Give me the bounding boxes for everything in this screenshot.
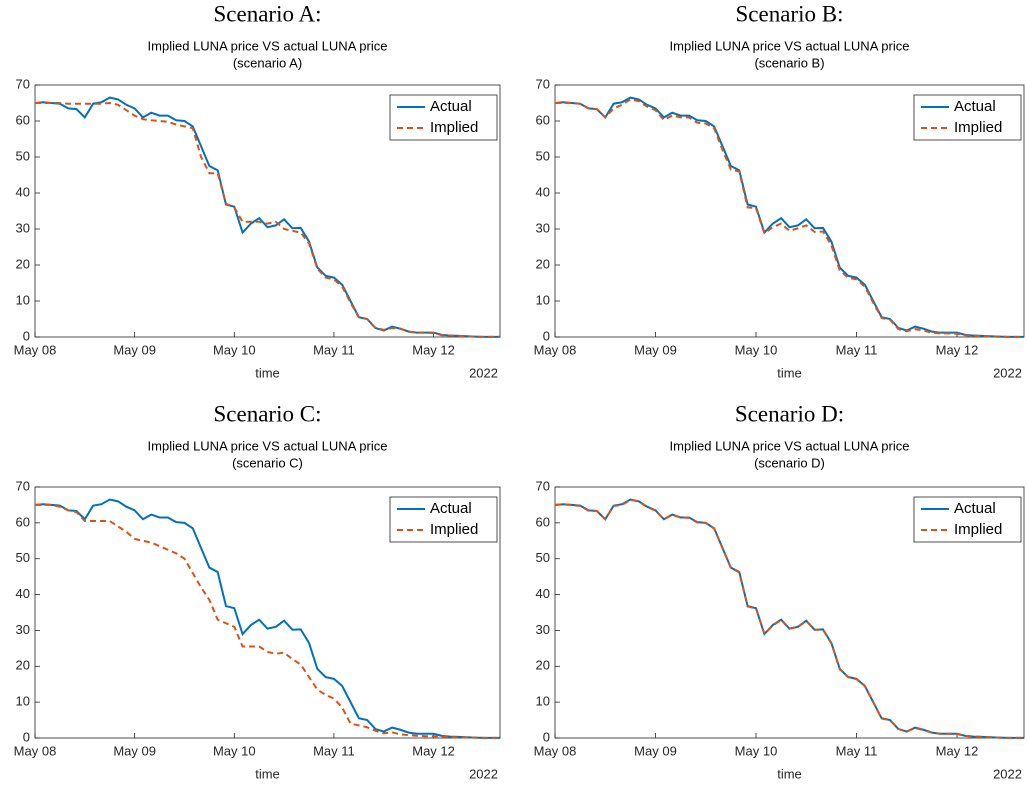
y-tick-label: 70 [536, 76, 550, 91]
y-tick-label: 40 [536, 586, 550, 601]
x-tick-label: May 12 [936, 743, 979, 758]
y-tick-label: 30 [16, 220, 30, 235]
legend-box [389, 94, 498, 141]
legend-label: Actual [430, 98, 472, 115]
x-axis-label: time [777, 365, 802, 380]
legend-box [913, 94, 1022, 141]
x-tick-label: May 08 [14, 743, 57, 758]
y-tick-label: 70 [16, 76, 30, 91]
y-tick-label: 40 [16, 184, 30, 199]
y-tick-label: 0 [23, 328, 30, 343]
x-tick-label: May 11 [313, 743, 355, 758]
legend-box [913, 496, 1022, 543]
legend-label: Implied [430, 521, 478, 538]
x-tick-label: May 12 [412, 342, 455, 357]
x-tick-label: May 08 [534, 743, 577, 758]
x-tick-label: May 10 [213, 342, 256, 357]
x-axis-label: time [777, 766, 802, 781]
x-tick-label: May 12 [936, 342, 979, 357]
x-tick-label: May 11 [836, 342, 878, 357]
x-year-label: 2022 [469, 766, 498, 781]
chart-title: Implied LUNA price VS actual LUNA price [670, 438, 910, 453]
y-tick-label: 60 [16, 514, 30, 529]
x-tick-label: May 09 [113, 342, 156, 357]
y-tick-label: 50 [16, 148, 30, 163]
legend-label: Actual [430, 500, 472, 517]
super-title: Scenario A: [214, 1, 322, 26]
subplot: Scenario B: Implied LUNA price VS actual … [534, 1, 1025, 380]
x-tick-label: May 10 [735, 743, 778, 758]
y-tick-label: 10 [536, 694, 550, 709]
y-tick-label: 60 [536, 112, 550, 127]
y-tick-label: 20 [16, 658, 30, 673]
y-tick-label: 50 [536, 148, 550, 163]
x-tick-label: May 09 [634, 342, 677, 357]
y-tick-label: 20 [16, 256, 30, 271]
x-axis-label: time [255, 365, 280, 380]
y-tick-label: 0 [543, 328, 550, 343]
y-tick-label: 50 [16, 550, 30, 565]
x-tick-label: May 08 [534, 342, 577, 357]
x-tick-label: May 08 [14, 342, 57, 357]
x-axis-label: time [255, 766, 280, 781]
series-line [35, 503, 501, 739]
y-tick-label: 70 [536, 478, 550, 493]
y-tick-label: 50 [536, 550, 550, 565]
super-title: Scenario D: [735, 401, 844, 426]
series-line [555, 98, 1025, 338]
x-tick-label: May 10 [213, 743, 256, 758]
x-tick-label: May 09 [113, 743, 156, 758]
series-line [554, 498, 1025, 739]
series-line [35, 101, 501, 338]
chart-title: Implied LUNA price VS actual LUNA price [148, 438, 388, 453]
super-title: Scenario B: [736, 1, 844, 26]
chart-subtitle: (scenario A) [233, 55, 302, 70]
legend-label: Implied [430, 119, 478, 136]
subplot: Scenario C: Implied LUNA price VS actual … [14, 401, 501, 781]
y-tick-label: 40 [536, 184, 550, 199]
x-tick-label: May 09 [634, 743, 677, 758]
legend-label: Implied [954, 119, 1002, 136]
y-tick-label: 10 [16, 292, 30, 307]
x-year-label: 2022 [993, 365, 1022, 380]
x-year-label: 2022 [469, 365, 498, 380]
x-year-label: 2022 [993, 766, 1022, 781]
y-tick-label: 60 [536, 514, 550, 529]
chart-title: Implied LUNA price VS actual LUNA price [148, 38, 388, 53]
super-title: Scenario C: [214, 401, 322, 426]
legend-box [389, 496, 498, 543]
x-tick-label: May 11 [836, 743, 878, 758]
chart-title: Implied LUNA price VS actual LUNA price [670, 38, 910, 53]
y-tick-label: 20 [536, 658, 550, 673]
y-tick-label: 30 [536, 622, 550, 637]
y-tick-label: 20 [536, 256, 550, 271]
chart-subtitle: (scenario D) [754, 455, 825, 470]
y-tick-label: 40 [16, 586, 30, 601]
y-tick-label: 60 [16, 112, 30, 127]
x-tick-label: May 10 [735, 342, 778, 357]
x-tick-label: May 11 [313, 342, 355, 357]
y-tick-label: 30 [536, 220, 550, 235]
subplot: Scenario A: Implied LUNA price VS actual … [14, 1, 501, 380]
y-tick-label: 0 [23, 729, 30, 744]
y-tick-label: 10 [536, 292, 550, 307]
chart-subtitle: (scenario C) [232, 455, 303, 470]
series-line [34, 498, 501, 739]
y-tick-label: 30 [16, 622, 30, 637]
legend-label: Implied [954, 521, 1002, 538]
y-tick-label: 10 [16, 694, 30, 709]
legend-label: Actual [954, 500, 996, 517]
subplot: Scenario D: Implied LUNA price VS actual … [534, 401, 1025, 781]
y-tick-label: 0 [543, 729, 550, 744]
x-tick-label: May 12 [412, 743, 455, 758]
y-tick-label: 70 [16, 478, 30, 493]
legend-label: Actual [954, 98, 996, 115]
chart-subtitle: (scenario B) [754, 55, 824, 70]
